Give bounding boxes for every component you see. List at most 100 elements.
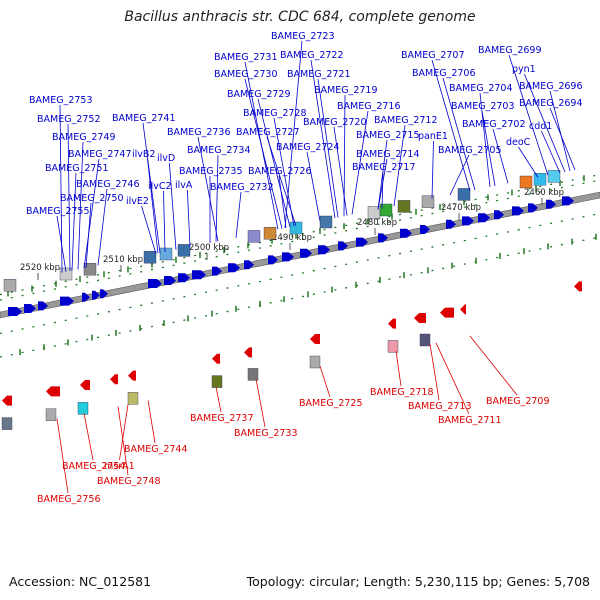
forward-leader [549, 107, 576, 171]
feature-box [247, 230, 261, 243]
forward-gene-label: BAMEG_2730 [214, 69, 278, 80]
forward-leader [524, 73, 566, 173]
forward-gene-label: BAMEG_2722 [280, 50, 344, 61]
forward-gene-label: BAMEG_2746 [76, 179, 140, 190]
forward-gene [244, 260, 254, 270]
forward-leader [97, 188, 108, 266]
forward-gene-label: BAMEG_2729 [227, 89, 291, 100]
forward-leader [479, 92, 491, 188]
forward-gene-label: pyn1 [512, 64, 536, 75]
forward-gene [300, 248, 312, 258]
reverse-gene-label: BAMEG_2756 [37, 494, 101, 505]
feature-box [263, 226, 277, 240]
forward-gene-label: ilvE2 [126, 196, 149, 207]
forward-gene [38, 301, 48, 311]
forward-gene [282, 252, 294, 262]
reverse-gene-label: BAMEG_2733 [234, 428, 298, 439]
forward-gene [420, 225, 430, 234]
forward-leader [306, 151, 321, 222]
scale-label: 2520 kbp [20, 263, 60, 273]
feature-box [533, 172, 547, 186]
forward-gene-label: BAMEG_2715 [356, 130, 420, 141]
forward-gene-label: BAMEG_2721 [287, 69, 351, 80]
forward-gene [92, 290, 100, 300]
reverse-gene-label: BAMEG_2713 [408, 401, 472, 412]
forward-leader [235, 191, 242, 238]
feature-box [45, 408, 57, 421]
forward-gene-label: ilvC2 [148, 181, 172, 192]
feature-box [419, 333, 431, 347]
forward-gene-label: BAMEG_2699 [478, 45, 542, 56]
reverse-gene [388, 318, 396, 329]
feature-box [159, 247, 173, 261]
forward-leader [163, 190, 166, 253]
forward-gene [446, 219, 456, 229]
forward-gene-label: BAMEG_2727 [236, 127, 300, 138]
forward-gene-label: deoC [506, 137, 531, 148]
forward-gene [378, 233, 388, 243]
scale-label: 2490 kbp [272, 233, 312, 243]
forward-leader [310, 59, 336, 219]
reverse-gene [574, 281, 582, 292]
forward-gene [512, 206, 524, 216]
reverse-gene-label: msrA1 [104, 461, 135, 472]
forward-leader [83, 158, 100, 269]
forward-leader [431, 140, 434, 199]
forward-leader [381, 171, 384, 209]
feature-box [387, 340, 399, 353]
forward-gene [24, 304, 36, 313]
forward-gene-label: BAMEG_2753 [29, 95, 93, 106]
forward-gene-label: BAMEG_2736 [167, 127, 231, 138]
forward-leader [257, 98, 291, 228]
forward-gene-label: BAMEG_2749 [52, 132, 116, 143]
forward-gene-label: BAMEG_2752 [37, 114, 101, 125]
reverse-gene [46, 386, 60, 397]
reverse-leader [395, 350, 402, 387]
forward-gene-label: BAMEG_2734 [187, 145, 251, 156]
forward-leader [481, 110, 496, 187]
forward-gene [60, 296, 74, 306]
forward-leader [187, 189, 191, 248]
reverse-gene-label: BAMEG_2737 [190, 413, 254, 424]
reverse-gene [80, 380, 90, 390]
forward-gene-label: BAMEG_2694 [519, 98, 583, 109]
reverse-leader [435, 342, 470, 415]
forward-gene-label: BAMEG_2714 [356, 149, 420, 160]
reverse-leader [429, 343, 440, 401]
forward-leader [393, 124, 406, 207]
feature-box [143, 250, 157, 264]
reverse-leader [119, 404, 129, 461]
forward-gene-label: BAMEG_2726 [248, 166, 312, 177]
forward-leader [141, 205, 157, 254]
feature-box [77, 402, 89, 415]
reverse-gene-label: BAMEG_2754 [62, 461, 126, 472]
forward-leader [147, 158, 159, 254]
feature-box [289, 221, 303, 235]
forward-gene [82, 292, 90, 302]
scale-label: 2460 kbp [524, 188, 564, 198]
forward-gene-label: BAMEG_2723 [271, 31, 335, 42]
forward-leader [266, 136, 297, 226]
feature-box [397, 200, 411, 213]
forward-leader [56, 215, 67, 272]
reverse-gene-label: BAMEG_2718 [370, 387, 434, 398]
feature-box [59, 267, 73, 281]
genome-info-text: Topology: circular; Length: 5,230,115 bp… [246, 574, 590, 589]
forward-gene [164, 276, 176, 285]
forward-gene [528, 203, 538, 213]
reverse-gene-label: BAMEG_2711 [438, 415, 502, 426]
forward-leader [442, 77, 476, 191]
feature-box [457, 188, 471, 201]
reverse-leader [117, 406, 129, 476]
forward-leader [317, 78, 339, 218]
feature-box [3, 279, 17, 292]
forward-gene-label: BAMEG_2728 [243, 108, 307, 119]
forward-gene-label: BAMEG_2704 [449, 83, 513, 94]
accession-text: Accession: NC_012581 [9, 574, 152, 589]
forward-leader [215, 154, 219, 242]
scale-label: 2470 kbp [441, 203, 481, 213]
feature-box [379, 203, 393, 217]
forward-leader [273, 117, 295, 227]
forward-gene [212, 266, 222, 276]
